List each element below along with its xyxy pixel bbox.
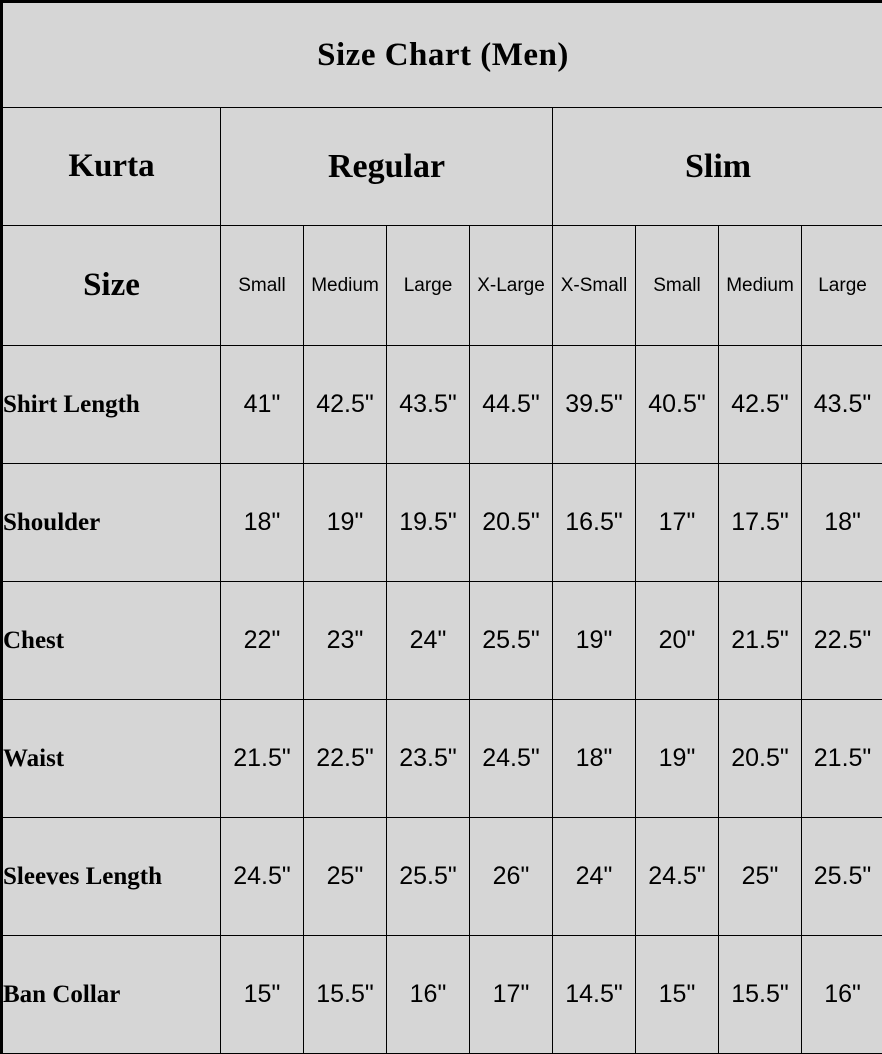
size-column-header: X-Large	[469, 225, 553, 346]
size-column-header: Large	[386, 225, 470, 346]
measurement-value: 25"	[303, 817, 387, 936]
measurement-value: 24"	[386, 581, 470, 700]
garment-label: Kurta	[1, 107, 221, 226]
measurement-value: 23"	[303, 581, 387, 700]
fit-group-header-regular: Regular	[220, 107, 553, 226]
measurement-value: 14.5"	[552, 935, 636, 1054]
measurement-value: 25.5"	[386, 817, 470, 936]
measurement-value: 24.5"	[220, 817, 304, 936]
size-label: Size	[1, 225, 221, 346]
measurement-label: Waist	[1, 699, 221, 818]
size-column-header: Medium	[718, 225, 802, 346]
measurement-value: 22"	[220, 581, 304, 700]
measurement-row: Waist 21.5" 22.5" 23.5" 24.5" 18" 19" 20.5" 21.5…	[1, 699, 882, 818]
measurement-value: 25"	[718, 817, 802, 936]
measurement-value: 25.5"	[469, 581, 553, 700]
measurement-label: Chest	[1, 581, 221, 700]
measurement-value: 20.5"	[469, 463, 553, 582]
measurement-value: 18"	[800, 463, 882, 582]
measurement-value: 15.5"	[718, 935, 802, 1054]
measurement-value: 16"	[800, 935, 882, 1054]
measurement-value: 17"	[469, 935, 553, 1054]
size-column-header: Small	[220, 225, 304, 346]
measurement-value: 23.5"	[386, 699, 470, 818]
fit-group-header-slim: Slim	[551, 107, 882, 226]
measurement-value: 25.5"	[800, 817, 882, 936]
measurement-value: 24.5"	[469, 699, 553, 818]
measurement-row: Shoulder 18" 19" 19.5" 20.5" 16.5" 17" 17.5" 18"	[1, 463, 882, 582]
measurement-value: 21.5"	[800, 699, 882, 818]
measurement-value: 42.5"	[303, 345, 387, 464]
measurement-value: 22.5"	[800, 581, 882, 700]
measurement-value: 18"	[220, 463, 304, 582]
measurement-value: 24"	[552, 817, 636, 936]
title-row: Size Chart (Men)	[0, 1, 882, 108]
measurement-label: Ban Collar	[1, 935, 221, 1054]
measurement-value: 18"	[552, 699, 636, 818]
measurement-value: 21.5"	[718, 581, 802, 700]
measurement-label: Sleeves Length	[1, 817, 221, 936]
fit-group-header-row: Kurta Regular Slim	[1, 107, 882, 226]
measurement-row: Shirt Length 41" 42.5" 43.5" 44.5" 39.5" 40.5"…	[1, 345, 882, 464]
measurement-value: 22.5"	[303, 699, 387, 818]
measurement-row: Sleeves Length 24.5" 25" 25.5" 26" 24" 24.5" 25…	[1, 817, 882, 936]
measurement-value: 21.5"	[220, 699, 304, 818]
measurement-value: 16.5"	[552, 463, 636, 582]
size-column-header: Small	[635, 225, 719, 346]
measurement-value: 17"	[635, 463, 719, 582]
measurement-value: 15.5"	[303, 935, 387, 1054]
measurement-value: 17.5"	[718, 463, 802, 582]
measurement-value: 24.5"	[635, 817, 719, 936]
measurement-label: Shirt Length	[1, 345, 221, 464]
size-column-header: X-Small	[552, 225, 636, 346]
measurement-label: Shoulder	[1, 463, 221, 582]
measurement-value: 15"	[635, 935, 719, 1054]
measurement-row: Chest 22" 23" 24" 25.5" 19" 20" 21.5" 22.5"	[1, 581, 882, 700]
measurement-value: 16"	[386, 935, 470, 1054]
size-column-header: Large	[800, 225, 882, 346]
measurement-value: 19"	[635, 699, 719, 818]
measurement-value: 42.5"	[718, 345, 802, 464]
measurement-value: 43.5"	[800, 345, 882, 464]
page-title: Size Chart (Men)	[0, 1, 882, 108]
measurement-value: 19"	[303, 463, 387, 582]
measurement-value: 40.5"	[635, 345, 719, 464]
measurement-value: 43.5"	[386, 345, 470, 464]
measurement-row: Ban Collar 15" 15.5" 16" 17" 14.5" 15" 15.5" 16"	[1, 935, 882, 1054]
measurement-value: 19"	[552, 581, 636, 700]
measurement-value: 15"	[220, 935, 304, 1054]
measurement-value: 20.5"	[718, 699, 802, 818]
size-column-header: Medium	[303, 225, 387, 346]
measurement-value: 19.5"	[386, 463, 470, 582]
measurement-value: 20"	[635, 581, 719, 700]
size-header-row: Size Small Medium Large X-Large X-Small Small M…	[1, 225, 882, 346]
measurement-value: 39.5"	[552, 345, 636, 464]
measurement-value: 41"	[220, 345, 304, 464]
measurement-value: 26"	[469, 817, 553, 936]
measurement-value: 44.5"	[469, 345, 553, 464]
